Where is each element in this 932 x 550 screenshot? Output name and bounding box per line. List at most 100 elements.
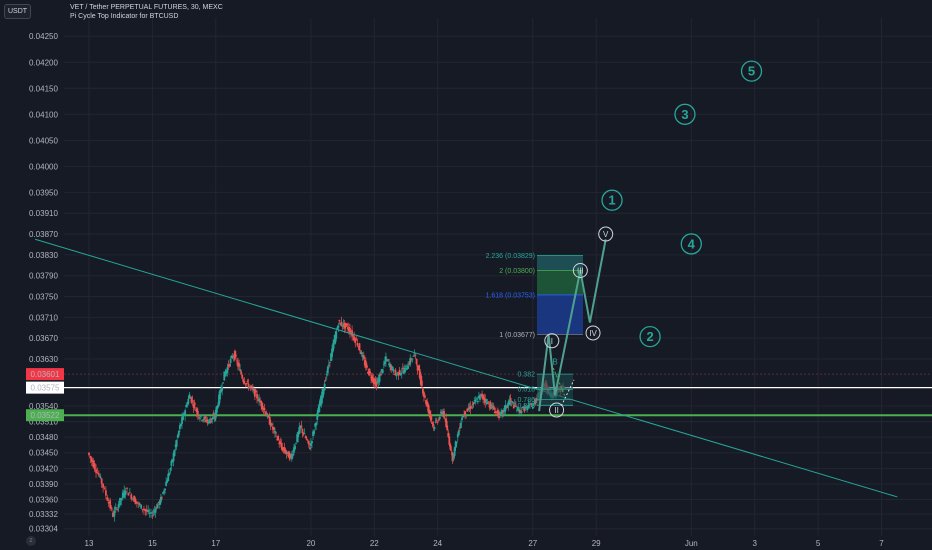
candle-body [529, 403, 531, 405]
candle-body [339, 323, 342, 326]
candle-body [325, 374, 328, 376]
candle-body [253, 388, 256, 397]
trendline[interactable] [34, 238, 898, 498]
candle-body [453, 447, 456, 457]
candle-body [241, 374, 244, 379]
candle-body [109, 500, 112, 509]
candle-body [316, 413, 319, 420]
candle-body [186, 404, 189, 407]
candle-body [468, 407, 471, 410]
wave-projection-path[interactable] [538, 239, 607, 412]
x-tick-label: 5 [816, 539, 821, 548]
currency-button[interactable]: USDT [4, 4, 32, 19]
candle-body [182, 413, 184, 421]
candle-body [486, 402, 489, 405]
candle-body [246, 381, 249, 382]
candle-body [484, 399, 487, 403]
candle-body [400, 372, 403, 374]
candle-body [205, 419, 208, 422]
candle-body [454, 441, 457, 448]
candle-body [183, 413, 185, 415]
candle-body [242, 379, 245, 382]
candle-body [505, 405, 508, 408]
candle-body [497, 409, 499, 416]
candle-body [130, 494, 133, 499]
candle-body [402, 370, 405, 374]
candle-body [346, 327, 349, 330]
candle-body [228, 364, 231, 367]
candle-body [218, 394, 220, 406]
candle-body [159, 497, 162, 503]
candle-body [268, 416, 271, 425]
candle-body [137, 503, 140, 505]
candle-body [367, 372, 369, 374]
candle-body [462, 415, 464, 418]
candle-body [144, 509, 147, 512]
candle-body [163, 490, 165, 493]
timezone-icon[interactable]: z [26, 536, 36, 546]
candle-body [488, 405, 491, 408]
candle-body [209, 420, 212, 422]
candle-body [240, 371, 243, 375]
candle-body [344, 323, 347, 327]
candle-body [370, 376, 373, 379]
candle-body [337, 325, 340, 328]
candle-body [375, 381, 378, 389]
candle-body [405, 365, 407, 367]
candle-body [502, 410, 505, 413]
candle-body [168, 473, 171, 476]
candle-body [433, 427, 436, 429]
candle-body [319, 398, 322, 407]
wave-label-circle-large [680, 233, 702, 255]
candle-body [397, 372, 400, 376]
candle-body [233, 350, 236, 360]
candle-body [457, 430, 460, 436]
candle-body [283, 447, 286, 452]
indicator-title[interactable]: Pi Cycle Top Indicator for BTCUSD [70, 13, 179, 20]
candle-body [214, 409, 217, 419]
candle-body [202, 419, 205, 421]
candle-body [243, 380, 246, 384]
candle-body [461, 417, 463, 421]
candle-body [165, 481, 168, 486]
x-tick-label: 3 [752, 539, 757, 548]
candle-body [177, 430, 180, 436]
candle-body [524, 406, 527, 408]
candle-body [332, 343, 334, 352]
candle-body [311, 440, 313, 444]
candle-body [196, 411, 199, 417]
candle-body [117, 504, 120, 509]
candle-body [169, 468, 172, 471]
y-tick-label: 0.03480 [29, 433, 58, 442]
candle-body [267, 416, 270, 418]
candle-body [147, 509, 150, 512]
y-tick-label: 0.04100 [29, 110, 58, 119]
candle-body [333, 339, 336, 344]
candle-body [88, 452, 90, 456]
candle-body [269, 422, 272, 427]
candle-body [490, 405, 493, 407]
candle-body [97, 473, 100, 476]
wave-label-large: 5 [748, 64, 755, 79]
candle-body [248, 386, 251, 388]
wave-label-circle [598, 226, 614, 242]
candle-body [285, 452, 288, 454]
wave-label-large: 3 [681, 107, 688, 122]
candle-body [376, 381, 379, 384]
candle-body [481, 393, 483, 398]
candle-body [171, 459, 174, 462]
candle-body [442, 411, 444, 416]
candle-body [522, 406, 524, 408]
y-tick-label: 0.04200 [29, 58, 58, 67]
candle-body [388, 363, 390, 366]
y-tick-label: 0.03540 [29, 402, 58, 411]
candle-body [381, 369, 384, 373]
candle-body [295, 442, 298, 444]
candle-body [532, 403, 535, 406]
candle-body [178, 425, 181, 430]
candle-body [174, 444, 177, 448]
candle-body [395, 374, 398, 377]
candle-body [479, 394, 481, 400]
